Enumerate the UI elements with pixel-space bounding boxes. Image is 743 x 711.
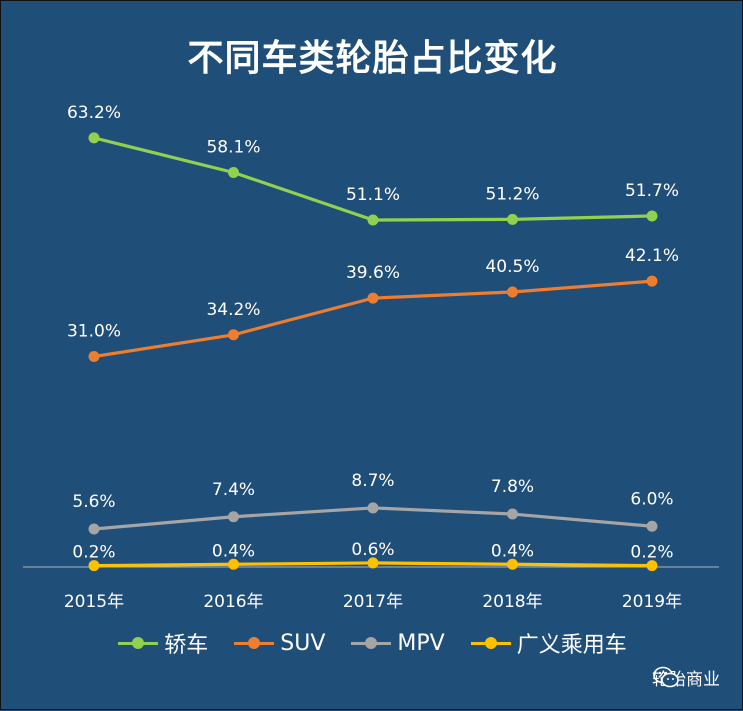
legend-swatch — [351, 633, 392, 653]
data-label: 42.1% — [625, 246, 679, 266]
data-point — [507, 213, 518, 225]
data-label: 7.8% — [491, 477, 534, 497]
x-tick-label: 2016年 — [203, 592, 263, 612]
data-point — [228, 558, 239, 570]
legend-marker — [132, 637, 145, 649]
legend-swatch — [470, 633, 511, 653]
legend-marker — [484, 637, 497, 649]
data-label: 8.7% — [351, 471, 394, 491]
data-label: 40.5% — [485, 257, 539, 277]
x-tick-label: 2015年 — [64, 592, 124, 612]
legend-label: 轿车 — [164, 633, 209, 658]
data-label: 34.2% — [206, 300, 260, 320]
data-label: 51.7% — [625, 181, 679, 201]
data-label: 0.6% — [351, 540, 394, 560]
data-point — [88, 560, 100, 572]
data-label: 51.1% — [346, 185, 400, 205]
legend-swatch — [118, 633, 159, 653]
legend-label: SUV — [280, 630, 326, 656]
watermark: 轮胎商业 — [652, 665, 720, 690]
legend-label: 广义乘用车 — [516, 633, 627, 658]
x-tick-label: 2018年 — [482, 592, 542, 612]
data-label: 5.6% — [72, 492, 115, 512]
data-label: 0.4% — [491, 541, 534, 561]
data-point — [88, 523, 100, 535]
legend-marker — [248, 637, 261, 649]
x-tick-label: 2017年 — [343, 592, 403, 612]
wechat-icon — [653, 666, 679, 688]
series-line-1 — [93, 279, 653, 359]
data-label: 51.2% — [485, 184, 539, 204]
data-label: 0.4% — [212, 541, 255, 561]
data-point — [228, 329, 239, 341]
legend-item: 广义乘用车 — [470, 627, 627, 659]
data-point — [228, 167, 239, 179]
data-label: 31.0% — [67, 322, 121, 342]
data-point — [88, 351, 100, 363]
data-label: 0.2% — [630, 543, 673, 563]
legend-marker — [365, 637, 378, 649]
data-point — [507, 286, 518, 298]
legend-item: 轿车 — [118, 627, 208, 659]
data-point — [646, 210, 658, 222]
data-label: 6.0% — [630, 489, 673, 509]
legend-item: MPV — [351, 627, 445, 659]
series-line-0 — [93, 136, 653, 222]
data-label: 7.4% — [212, 480, 255, 500]
x-tick-label: 2019年 — [622, 592, 682, 612]
legend-label: MPV — [397, 630, 445, 656]
data-label: 58.1% — [206, 138, 260, 158]
data-point — [507, 558, 518, 570]
data-point — [646, 275, 658, 287]
legend-item: SUV — [234, 627, 325, 659]
data-label: 63.2% — [67, 103, 121, 123]
data-point — [88, 132, 100, 144]
data-point — [367, 557, 379, 569]
chart-legend: 轿车 SUV MPV 广义乘用车 — [1, 627, 743, 659]
legend-swatch — [234, 633, 275, 653]
data-point — [367, 214, 379, 226]
data-point — [228, 511, 239, 523]
chart-title: 不同车类轮胎占比变化 — [187, 38, 558, 79]
data-point — [367, 502, 379, 514]
data-label: 39.6% — [346, 263, 400, 283]
data-point — [646, 520, 658, 532]
data-point — [646, 560, 658, 572]
data-label: 0.2% — [72, 543, 115, 563]
data-point — [367, 292, 379, 304]
data-point — [507, 508, 518, 520]
